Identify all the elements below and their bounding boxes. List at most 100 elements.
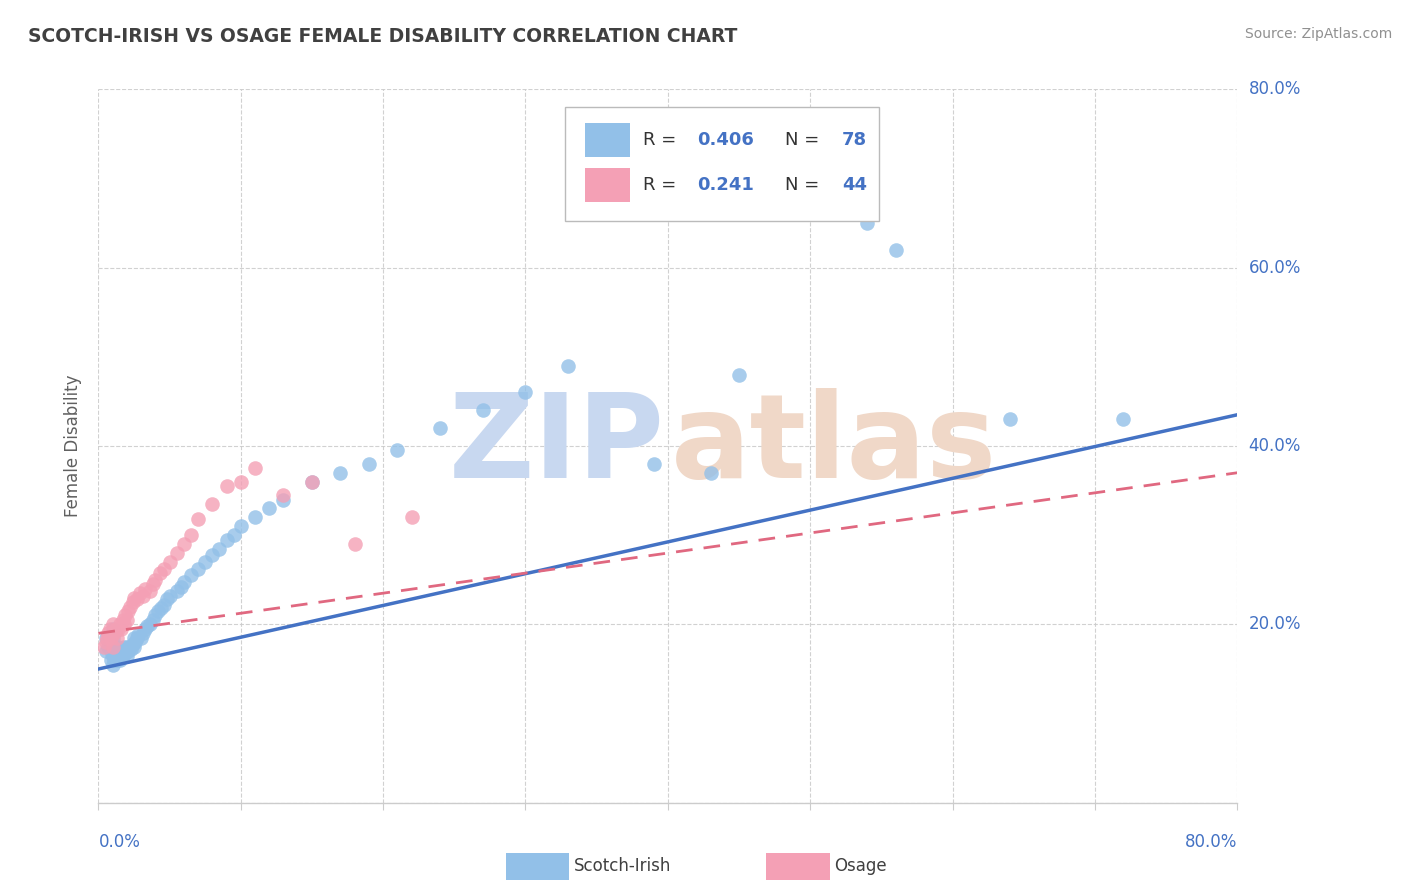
Point <box>515 385 537 400</box>
Point <box>115 613 138 627</box>
Point <box>229 519 252 533</box>
Point <box>101 640 124 654</box>
Text: ZIP: ZIP <box>449 389 665 503</box>
Point <box>122 631 145 645</box>
Point <box>170 580 193 594</box>
Point <box>118 640 141 654</box>
Point <box>108 617 131 632</box>
Point <box>96 631 118 645</box>
Point <box>94 635 117 649</box>
Bar <box>766 853 830 880</box>
Point <box>105 631 128 645</box>
Point <box>112 646 135 660</box>
Point <box>131 589 153 603</box>
Point <box>101 640 124 654</box>
Point <box>110 651 132 665</box>
Point <box>108 644 131 658</box>
Point <box>884 243 907 257</box>
Point <box>149 566 172 580</box>
Point <box>243 461 266 475</box>
Point <box>94 631 117 645</box>
Text: N =: N = <box>785 131 825 149</box>
Point <box>105 653 128 667</box>
Point <box>429 421 451 435</box>
Point <box>643 457 665 471</box>
Point <box>401 510 423 524</box>
Point <box>110 622 132 636</box>
Point <box>100 631 122 645</box>
Point <box>105 644 128 658</box>
Point <box>115 648 138 663</box>
Point <box>104 648 127 663</box>
Point <box>148 604 170 618</box>
Point <box>856 216 879 230</box>
Text: 0.0%: 0.0% <box>98 833 141 851</box>
Point <box>120 642 142 657</box>
Point <box>357 457 380 471</box>
Point <box>108 653 131 667</box>
Point <box>728 368 751 382</box>
Point <box>103 626 125 640</box>
Point <box>180 568 202 582</box>
Text: N =: N = <box>785 176 825 194</box>
Point <box>115 640 138 654</box>
Point <box>103 653 125 667</box>
Point <box>145 573 167 587</box>
Point <box>127 628 149 642</box>
Text: Osage: Osage <box>834 857 886 875</box>
Point <box>125 631 148 645</box>
Text: 80.0%: 80.0% <box>1249 80 1301 98</box>
Point <box>111 648 134 663</box>
Text: 40.0%: 40.0% <box>1249 437 1301 455</box>
Point <box>101 622 124 636</box>
Point <box>122 640 145 654</box>
Point <box>97 626 120 640</box>
Bar <box>585 168 630 202</box>
Point <box>121 595 143 609</box>
Point <box>141 577 163 591</box>
Text: Source: ZipAtlas.com: Source: ZipAtlas.com <box>1244 27 1392 41</box>
Point <box>343 537 366 551</box>
Bar <box>506 853 569 880</box>
Point <box>111 613 134 627</box>
Point <box>129 631 152 645</box>
Text: 44: 44 <box>842 176 868 194</box>
Point <box>301 475 323 489</box>
Point <box>135 619 157 633</box>
Point <box>98 635 121 649</box>
Point <box>121 637 143 651</box>
Point <box>125 592 148 607</box>
Point <box>94 644 117 658</box>
Point <box>104 622 127 636</box>
Point <box>134 582 156 596</box>
Point <box>215 479 238 493</box>
Point <box>124 635 146 649</box>
Point <box>557 359 579 373</box>
Point <box>93 640 115 654</box>
Point <box>201 497 224 511</box>
Point <box>107 640 129 654</box>
Text: Scotch-Irish: Scotch-Irish <box>574 857 671 875</box>
Point <box>101 631 124 645</box>
Point <box>180 528 202 542</box>
Point <box>107 648 129 663</box>
Point <box>112 640 135 654</box>
Point <box>166 546 188 560</box>
Point <box>117 604 139 618</box>
Point <box>173 537 195 551</box>
Point <box>112 617 135 632</box>
Point <box>243 510 266 524</box>
Point <box>208 541 231 556</box>
Point <box>301 475 323 489</box>
Point <box>101 657 124 672</box>
Point <box>138 617 160 632</box>
Point <box>471 403 494 417</box>
Point <box>201 548 224 562</box>
Point <box>329 466 352 480</box>
Point <box>128 586 150 600</box>
Point <box>97 640 120 654</box>
Point <box>98 622 121 636</box>
Point <box>187 512 209 526</box>
Point <box>194 555 217 569</box>
Text: R =: R = <box>643 131 682 149</box>
